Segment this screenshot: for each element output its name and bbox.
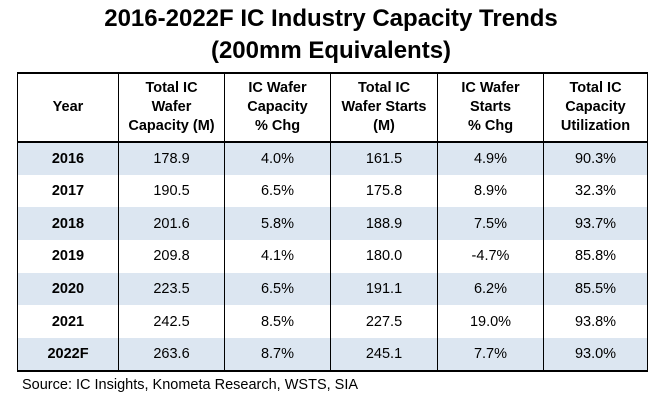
header-year: Year (17, 73, 119, 142)
cell-year: 2019 (17, 240, 119, 273)
cell-starts-chg: 8.9% (437, 174, 544, 208)
header-line: IC Wafer (461, 80, 520, 96)
header-line: Starts (469, 99, 512, 115)
cell-starts-chg: 7.5% (437, 207, 544, 241)
header-line: Total IC (357, 80, 411, 96)
header-line: (M) (373, 118, 395, 134)
cell-wafer-starts: 161.5 (330, 142, 438, 175)
cell-year: 2017 (17, 174, 119, 208)
source-note: Source: IC Insights, Knometa Research, W… (22, 377, 359, 393)
cell-year: 2016 (17, 142, 119, 175)
cell-wafer-capacity: 223.5 (118, 272, 225, 306)
cell-wafer-starts: 227.5 (330, 305, 438, 339)
cell-capacity-chg: 4.1% (224, 240, 331, 273)
cell-capacity-chg: 6.5% (224, 174, 331, 208)
cell-wafer-capacity: 263.6 (118, 338, 225, 371)
cell-wafer-starts: 191.1 (330, 272, 438, 306)
cell-wafer-capacity: 209.8 (118, 240, 225, 273)
header-line: Capacity (M) (128, 118, 215, 134)
header-line: Capacity (565, 99, 626, 115)
header-row: Year Total IC Wafer Capacity (M) IC Wafe… (17, 73, 648, 142)
header-line: % Chg (254, 118, 301, 134)
header-total-ic-wafer-starts: Total IC Wafer Starts (M) (330, 73, 438, 142)
cell-year: 2021 (17, 305, 119, 339)
header-line: Capacity (247, 99, 308, 115)
cell-capacity-chg: 6.5% (224, 272, 331, 306)
table-row: 2020 223.5 6.5% 191.1 6.2% 85.5% (17, 272, 648, 306)
header-line: IC Wafer (248, 80, 307, 96)
table-row: 2017 190.5 6.5% 175.8 8.9% 32.3% (17, 174, 648, 208)
cell-starts-chg: 4.9% (437, 142, 544, 175)
cell-capacity-chg: 8.5% (224, 305, 331, 339)
cell-year: 2022F (17, 338, 119, 371)
cell-year: 2018 (17, 207, 119, 241)
cell-wafer-starts: 245.1 (330, 338, 438, 371)
header-line: Total IC (569, 80, 622, 96)
table-row: 2018 201.6 5.8% 188.9 7.5% 93.7% (17, 207, 648, 241)
cell-wafer-starts: 188.9 (330, 207, 438, 241)
table-header: Year Total IC Wafer Capacity (M) IC Wafe… (17, 73, 648, 142)
cell-utilization: 90.3% (543, 142, 648, 175)
header-line: Utilization (560, 118, 631, 134)
cell-utilization: 93.8% (543, 305, 648, 339)
cell-starts-chg: 7.7% (437, 338, 544, 371)
header-total-ic-wafer-capacity: Total IC Wafer Capacity (M) (118, 73, 225, 142)
cell-wafer-capacity: 178.9 (118, 142, 225, 175)
cell-year: 2020 (17, 272, 119, 306)
cell-utilization: 93.0% (543, 338, 648, 371)
cell-utilization: 85.8% (543, 240, 648, 273)
cell-utilization: 85.5% (543, 272, 648, 306)
header-line: % Chg (467, 118, 514, 134)
capacity-table: Year Total IC Wafer Capacity (M) IC Wafe… (17, 72, 648, 372)
table-row: 2022F 263.6 8.7% 245.1 7.7% 93.0% (17, 338, 648, 371)
cell-starts-chg: -4.7% (437, 240, 544, 273)
header-line: Wafer Starts (341, 99, 427, 115)
cell-starts-chg: 6.2% (437, 272, 544, 306)
cell-wafer-capacity: 201.6 (118, 207, 225, 241)
cell-wafer-capacity: 242.5 (118, 305, 225, 339)
cell-capacity-chg: 5.8% (224, 207, 331, 241)
header-line: Total IC (145, 80, 198, 96)
header-ic-wafer-starts-chg: IC Wafer Starts % Chg (437, 73, 544, 142)
cell-utilization: 93.7% (543, 207, 648, 241)
cell-wafer-starts: 175.8 (330, 174, 438, 208)
cell-capacity-chg: 4.0% (224, 142, 331, 175)
cell-wafer-starts: 180.0 (330, 240, 438, 273)
header-line: Wafer (151, 99, 192, 115)
cell-capacity-chg: 8.7% (224, 338, 331, 371)
table-body: 2016 178.9 4.0% 161.5 4.9% 90.3% 2017 19… (17, 142, 648, 371)
table-row: 2021 242.5 8.5% 227.5 19.0% 93.8% (17, 305, 648, 339)
table-subtitle: (200mm Equivalents) (210, 37, 452, 64)
header-year-line: Year (52, 99, 84, 115)
cell-starts-chg: 19.0% (437, 305, 544, 339)
table-row: 2019 209.8 4.1% 180.0 -4.7% 85.8% (17, 240, 648, 273)
table-row: 2016 178.9 4.0% 161.5 4.9% 90.3% (17, 142, 648, 175)
cell-utilization: 32.3% (543, 174, 648, 208)
table-title: 2016-2022F IC Industry Capacity Trends (104, 5, 558, 32)
cell-wafer-capacity: 190.5 (118, 174, 225, 208)
header-ic-wafer-capacity-chg: IC Wafer Capacity % Chg (224, 73, 331, 142)
header-total-ic-capacity-utilization: Total IC Capacity Utilization (543, 73, 648, 142)
